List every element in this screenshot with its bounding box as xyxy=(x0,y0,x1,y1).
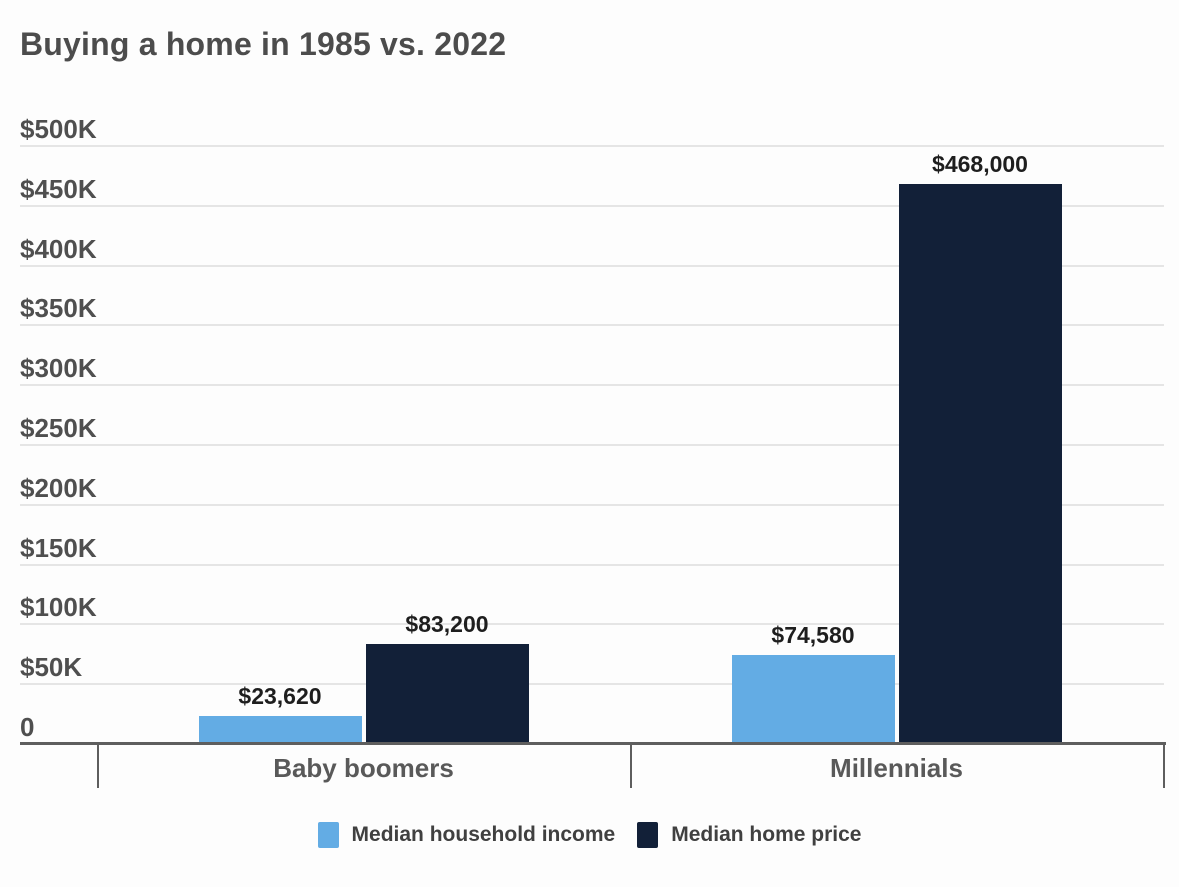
bar-median-household-income xyxy=(731,654,895,744)
y-gridline xyxy=(20,683,1164,686)
x-axis-line xyxy=(20,742,1166,745)
legend-label: Median household income xyxy=(351,823,616,846)
y-gridline xyxy=(20,444,1164,446)
y-axis-tick-label: $100K xyxy=(20,592,97,623)
bar-median-home-price xyxy=(898,184,1062,744)
y-axis-tick-label: $200K xyxy=(20,472,97,503)
y-axis-tick-label: $450K xyxy=(20,173,97,204)
y-axis-tick-label: 0 xyxy=(20,712,35,742)
legend-swatch-price xyxy=(637,822,659,848)
y-axis-tick-label: $250K xyxy=(20,413,97,443)
y-gridline xyxy=(20,503,1164,506)
y-axis-tick-label: $150K xyxy=(20,532,97,563)
legend: Median household income Median home price xyxy=(0,822,1179,848)
y-gridline xyxy=(20,384,1164,387)
y-axis-tick-label: $350K xyxy=(20,293,97,324)
legend-swatch-income xyxy=(317,822,339,848)
y-gridline xyxy=(20,324,1164,327)
legend-label: Median home price xyxy=(671,823,862,846)
bar-median-household-income xyxy=(198,715,362,744)
bar-median-home-price xyxy=(365,644,529,744)
x-axis-tick xyxy=(97,744,99,788)
y-gridline xyxy=(20,623,1164,626)
legend-item: Median household income xyxy=(317,822,616,848)
legend-item: Median home price xyxy=(637,822,861,848)
x-axis-tick xyxy=(1163,744,1165,788)
chart-title: Buying a home in 1985 vs. 2022 xyxy=(20,26,507,62)
bar-value-label: $83,200 xyxy=(405,611,489,638)
bar-value-label: $468,000 xyxy=(932,151,1028,178)
y-gridline xyxy=(20,204,1164,207)
bar-value-label: $23,620 xyxy=(238,682,322,709)
y-axis-tick-label: $50K xyxy=(20,652,83,683)
y-gridline xyxy=(20,563,1164,566)
y-axis-tick-label: $400K xyxy=(20,233,97,264)
y-gridline xyxy=(20,264,1164,267)
y-gridline xyxy=(20,145,1164,147)
x-axis-category-label: Baby boomers xyxy=(273,753,454,783)
bar-value-label: $74,580 xyxy=(771,621,855,648)
y-axis-tick-label: $500K xyxy=(20,114,97,144)
x-axis-tick xyxy=(630,744,632,788)
x-axis-category-label: Millennials xyxy=(830,753,963,783)
y-axis-tick-label: $300K xyxy=(20,353,97,384)
